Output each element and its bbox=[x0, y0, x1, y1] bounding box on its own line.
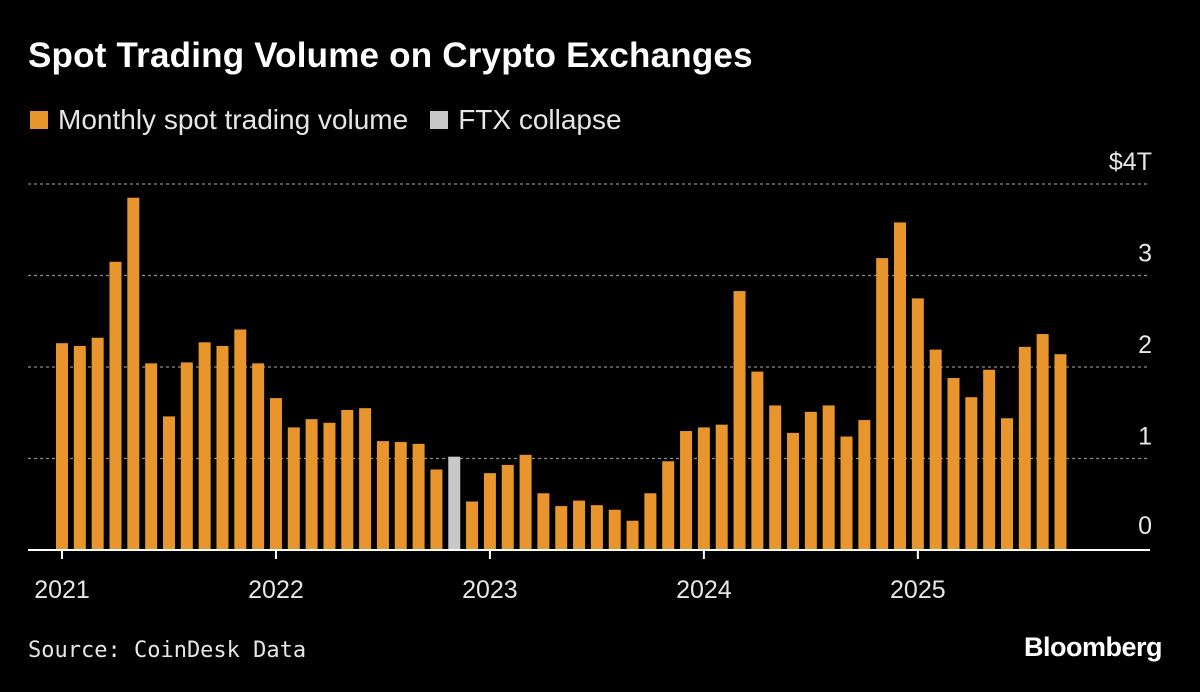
bar bbox=[180, 362, 193, 550]
bar bbox=[626, 520, 639, 550]
bar bbox=[644, 493, 657, 550]
bar bbox=[769, 405, 782, 550]
bar bbox=[323, 422, 336, 550]
bar bbox=[501, 464, 514, 550]
bar bbox=[858, 420, 871, 550]
bar bbox=[448, 456, 461, 550]
bar bbox=[127, 197, 140, 550]
legend-swatch-ftx-collapse bbox=[430, 111, 449, 129]
y-tick-label: 1 bbox=[1138, 423, 1152, 451]
y-tick-label: 3 bbox=[1138, 240, 1152, 268]
bar bbox=[680, 431, 693, 550]
y-axis-labels: $4T 3 2 1 0 bbox=[1109, 148, 1152, 540]
bar bbox=[555, 506, 568, 550]
bar bbox=[1000, 418, 1013, 550]
bar bbox=[412, 443, 425, 550]
bar bbox=[983, 369, 996, 550]
bar bbox=[804, 411, 817, 550]
legend-label-monthly-volume: Monthly spot trading volume bbox=[58, 104, 409, 135]
bar bbox=[109, 261, 122, 550]
chart-title: Spot Trading Volume on Crypto Exchanges bbox=[28, 36, 753, 75]
source-note: Source: CoinDesk Data bbox=[28, 638, 307, 663]
bar bbox=[73, 345, 86, 550]
bar bbox=[287, 427, 300, 550]
bar bbox=[56, 343, 68, 550]
bar bbox=[483, 473, 496, 550]
bar bbox=[145, 363, 158, 550]
bar bbox=[376, 441, 389, 550]
bar bbox=[787, 432, 800, 550]
bar bbox=[573, 500, 586, 550]
bar bbox=[269, 398, 282, 550]
bar bbox=[590, 505, 603, 550]
bar bbox=[341, 410, 354, 550]
bar bbox=[519, 454, 532, 550]
bar bbox=[198, 342, 211, 550]
bar bbox=[697, 427, 710, 550]
bar bbox=[466, 501, 479, 550]
x-tick-label: 2023 bbox=[462, 576, 518, 604]
x-tick-label: 2025 bbox=[890, 576, 946, 604]
x-axis bbox=[28, 549, 1150, 559]
bar bbox=[822, 405, 835, 550]
bars bbox=[56, 197, 1067, 550]
bar bbox=[965, 397, 978, 550]
x-axis-labels: 2021 2022 2023 2024 2025 bbox=[34, 576, 945, 604]
bar bbox=[662, 461, 675, 550]
bar bbox=[394, 442, 407, 550]
legend-item-monthly-volume: Monthly spot trading volume bbox=[30, 104, 408, 136]
bar bbox=[876, 258, 889, 550]
bar bbox=[1018, 346, 1031, 550]
bar bbox=[252, 363, 265, 550]
chart-legend: Monthly spot trading volume FTX collapse bbox=[30, 104, 644, 136]
bar bbox=[234, 329, 247, 550]
y-tick-label: 0 bbox=[1138, 512, 1152, 540]
gridlines bbox=[28, 183, 1150, 460]
legend-item-ftx-collapse: FTX collapse bbox=[430, 104, 622, 136]
bar bbox=[1054, 354, 1067, 550]
bar bbox=[537, 493, 550, 550]
bar bbox=[305, 419, 318, 550]
bar bbox=[1036, 334, 1049, 550]
bar bbox=[91, 337, 104, 550]
bloomberg-logo: Bloomberg bbox=[1023, 632, 1163, 662]
bar bbox=[751, 371, 764, 550]
legend-swatch-monthly-volume bbox=[30, 111, 48, 129]
x-tick-label: 2024 bbox=[676, 576, 732, 604]
bar bbox=[733, 291, 746, 550]
y-tick-label: $4T bbox=[1109, 148, 1152, 176]
legend-label-ftx-collapse: FTX collapse bbox=[458, 104, 622, 135]
bar bbox=[162, 416, 175, 550]
x-tick-label: 2021 bbox=[34, 576, 90, 604]
bar bbox=[894, 222, 907, 550]
bar bbox=[840, 436, 853, 550]
bar bbox=[216, 345, 229, 550]
bar bbox=[911, 298, 924, 550]
x-tick-label: 2022 bbox=[248, 576, 304, 604]
bar bbox=[929, 349, 942, 550]
bar bbox=[947, 377, 960, 550]
bar bbox=[430, 469, 443, 550]
bar bbox=[359, 408, 372, 550]
y-tick-label: 2 bbox=[1138, 331, 1152, 359]
bar bbox=[715, 424, 728, 550]
bar bbox=[608, 509, 621, 550]
